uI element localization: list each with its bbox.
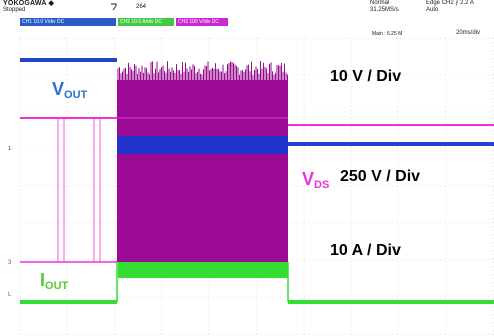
vout-label: VOUT xyxy=(52,80,87,101)
ch1-ground-marker: 1 xyxy=(8,146,12,152)
acquisition-state: Stopped xyxy=(3,7,26,13)
main-record-length: Main : 6.25 M xyxy=(372,31,403,37)
trigger-count-icon xyxy=(110,3,118,14)
trigger-mode: Auto xyxy=(426,7,439,13)
vout-label-main: V xyxy=(52,79,65,99)
brand-logo: YOKOGAWA ◆ xyxy=(3,0,55,7)
vds-label: VDS xyxy=(302,170,329,191)
vout-trace xyxy=(20,58,494,154)
iout-scale-label: 10 A / Div xyxy=(330,242,401,259)
vds-label-sub: DS xyxy=(314,179,330,191)
vds-label-main: V xyxy=(302,169,315,189)
iout-label-main: I xyxy=(40,270,46,290)
ch2-ground-marker: L xyxy=(8,292,12,298)
trigger-setting: Edge CH2 ⨍ 2.2 A xyxy=(426,0,474,6)
ch1-setting-box[interactable]: CH1 10.0 V/div DC xyxy=(20,18,116,26)
vds-burst-noise xyxy=(117,61,288,80)
vds-pre-pulses xyxy=(57,118,101,262)
iout-trace-burst xyxy=(118,262,288,278)
ch2-setting-box[interactable]: CH2 10.0 A/div DC xyxy=(118,18,174,26)
iout-trace xyxy=(20,262,494,304)
vout-scale-label: 10 V / Div xyxy=(330,68,402,85)
sample-rate: 31.25MS/s xyxy=(370,7,399,13)
time-per-division: 20ms/div xyxy=(456,30,481,36)
ch3-ground-marker: 3 xyxy=(8,260,12,266)
vout-trace-burst xyxy=(117,136,288,154)
vds-scale-label: 250 V / Div xyxy=(340,168,421,185)
acquisition-mode: Normal xyxy=(370,0,390,6)
ch3-setting-box[interactable]: CH3 100 V/div DC xyxy=(176,18,228,26)
iout-label-sub: OUT xyxy=(45,280,69,292)
iout-edges xyxy=(116,262,289,302)
trigger-count-glyph xyxy=(111,3,117,11)
vds-trace xyxy=(20,117,494,263)
vout-label-sub: OUT xyxy=(64,89,88,101)
trigger-count: 264 xyxy=(136,4,147,10)
iout-label: IOUT xyxy=(40,271,68,292)
vds-switching-burst xyxy=(117,80,288,262)
